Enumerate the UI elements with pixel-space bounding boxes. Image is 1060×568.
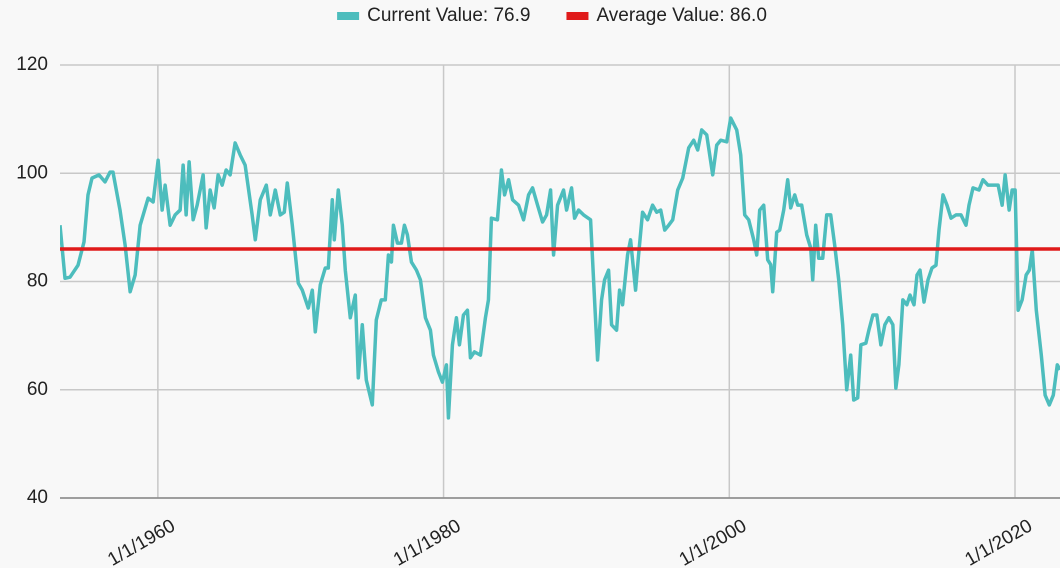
- data-line: [60, 116, 1060, 420]
- plot-area: [60, 116, 1060, 420]
- legend: Current Value: 76.9 Average Value: 86.0: [337, 5, 767, 26]
- y-tick-label: 60: [27, 379, 48, 400]
- legend-label: Average Value: 86.0: [596, 5, 766, 26]
- legend-label: Current Value: 76.9: [367, 5, 530, 26]
- y-tick-label: 40: [27, 487, 48, 508]
- legend-swatch: [337, 12, 360, 20]
- y-tick-label: 100: [16, 162, 48, 183]
- y-tick-label: 80: [27, 271, 48, 292]
- y-tick-label: 120: [16, 54, 48, 75]
- legend-swatch: [566, 12, 589, 20]
